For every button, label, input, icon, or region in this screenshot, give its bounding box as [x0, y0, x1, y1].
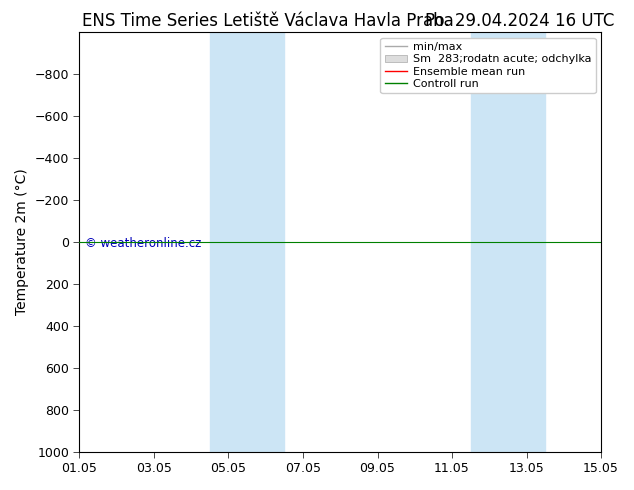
Text: © weatheronline.cz: © weatheronline.cz [85, 238, 201, 250]
Bar [210, 32, 247, 452]
Bar [508, 32, 545, 452]
Legend: min/max, Sm  283;rodatn acute; odchylka, Ensemble mean run, Controll run: min/max, Sm 283;rodatn acute; odchylka, … [380, 38, 595, 93]
Text: Po. 29.04.2024 16 UTC: Po. 29.04.2024 16 UTC [425, 12, 614, 30]
Bar [247, 32, 285, 452]
Text: ENS Time Series Letiště Václava Havla Praha: ENS Time Series Letiště Václava Havla Pr… [82, 12, 454, 30]
Y-axis label: Temperature 2m (°C): Temperature 2m (°C) [15, 169, 29, 315]
Bar [470, 32, 508, 452]
